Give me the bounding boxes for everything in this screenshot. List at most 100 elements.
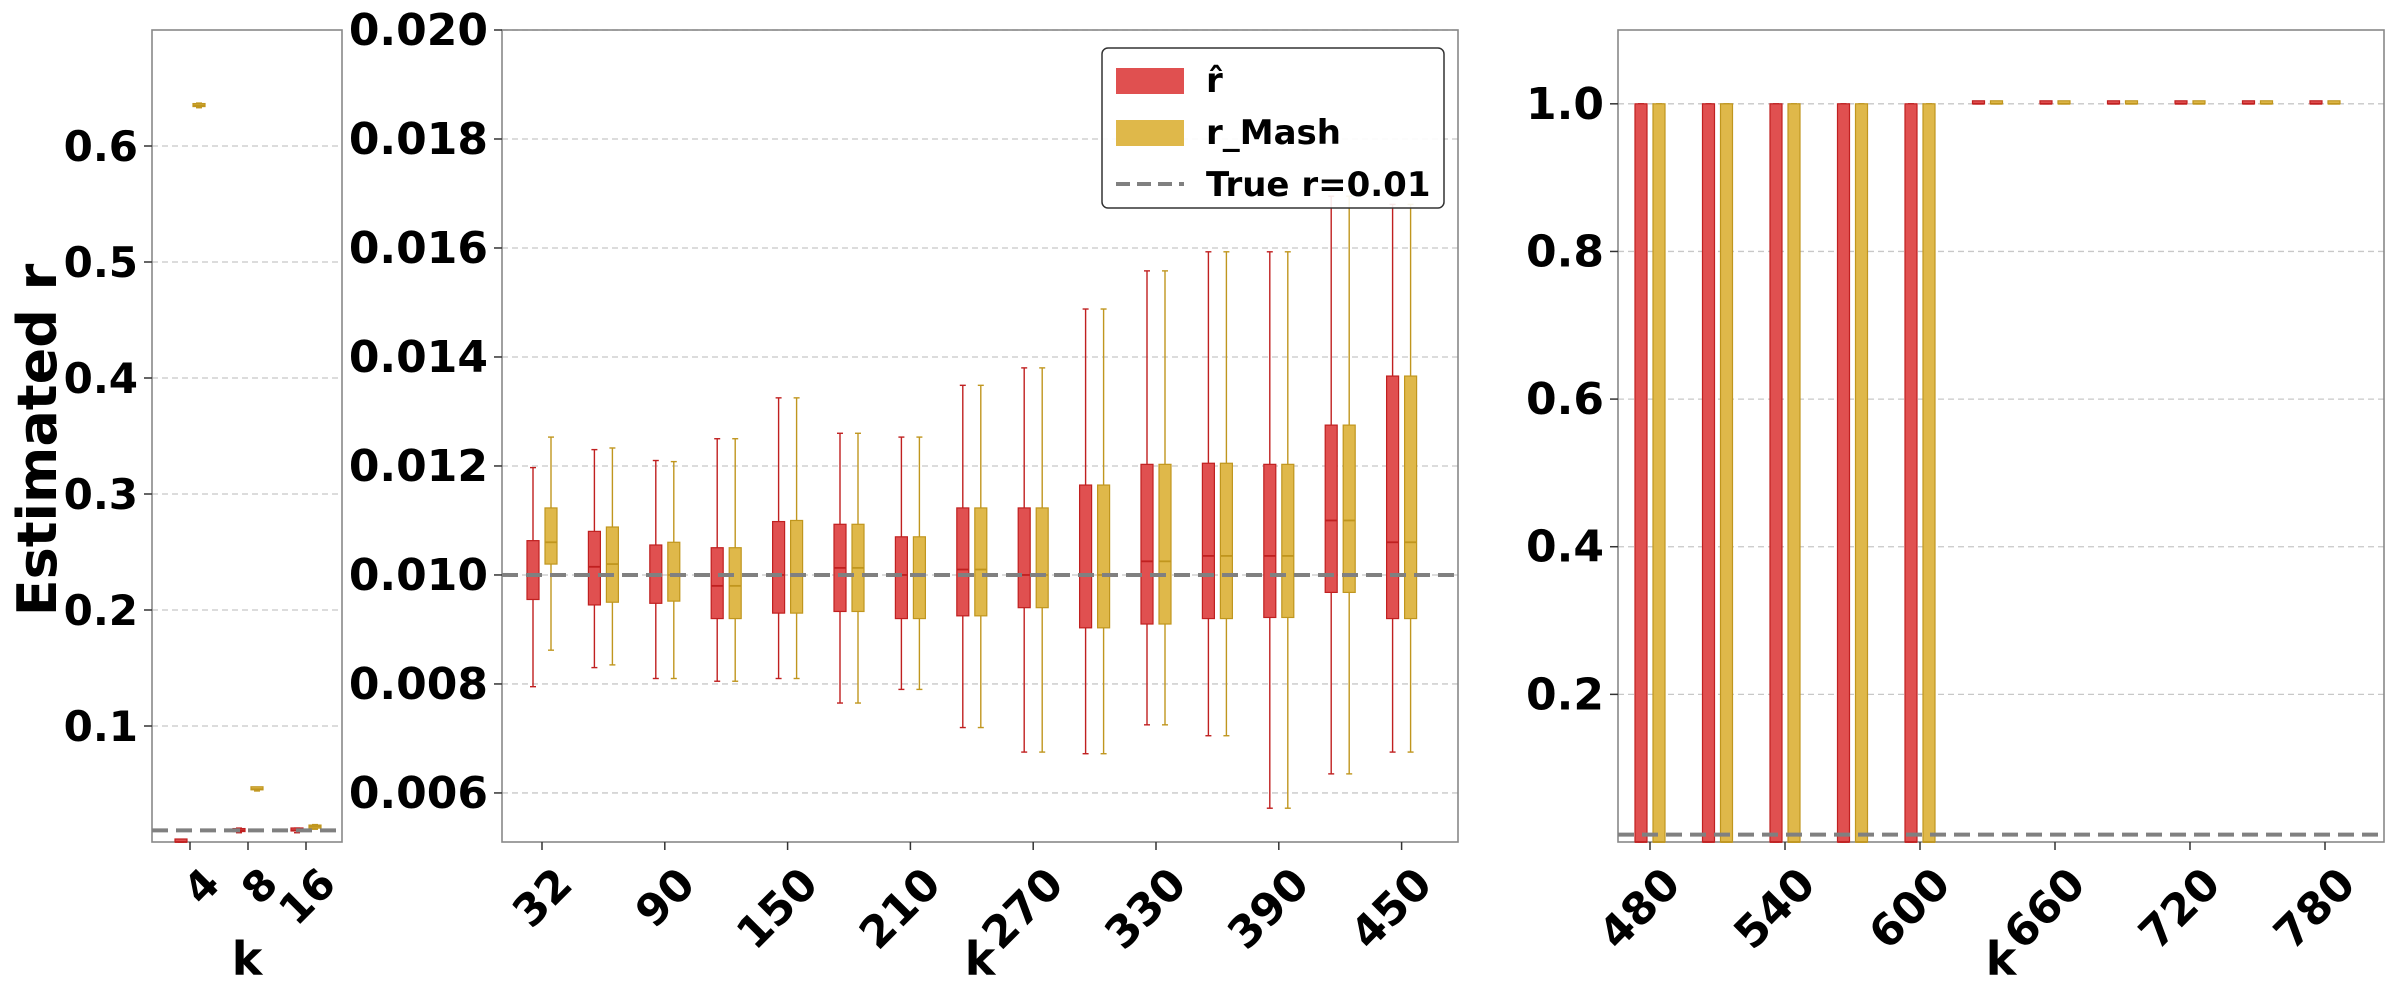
box-r-mash-k330 xyxy=(1158,270,1172,726)
x-tick-label: 330 xyxy=(1095,858,1196,959)
box-body xyxy=(1201,462,1216,620)
legend-swatch xyxy=(1116,68,1184,94)
box-r-mash-k450 xyxy=(1403,203,1418,753)
y-tick-label: 0.2 xyxy=(1526,669,1604,720)
box-body xyxy=(526,540,540,601)
box-r-mash-k660 xyxy=(2057,100,2071,105)
x-tick-label: 16 xyxy=(269,858,345,934)
x-tick-label: 540 xyxy=(1724,858,1825,959)
x-tick-label: 390 xyxy=(1218,858,1319,959)
legend-swatch xyxy=(1116,120,1184,146)
box-r-mash-k420 xyxy=(1342,195,1356,775)
box-r-mash-k240 xyxy=(974,384,988,729)
box-body xyxy=(1096,484,1111,629)
box-body xyxy=(1904,103,1918,843)
box-r-hat-k720 xyxy=(2174,100,2188,105)
x-tick-label: 32 xyxy=(503,858,582,937)
legend-entry: r_Mash xyxy=(1116,113,1341,153)
box-r-hat-k780 xyxy=(2309,100,2323,105)
box-body xyxy=(1787,103,1801,843)
legend: r̂ r_Mash True r=0.01 xyxy=(1101,47,1445,209)
x-tick-label: 780 xyxy=(2264,858,2365,959)
box-body xyxy=(667,541,681,602)
x-tick-label: 450 xyxy=(1341,858,1442,959)
box-body xyxy=(789,519,804,614)
box-body xyxy=(894,536,909,620)
box-r-hat-k690 xyxy=(2106,100,2121,105)
y-tick-label: 0.008 xyxy=(349,659,488,710)
box-body xyxy=(710,547,724,620)
box-r-mash-k570 xyxy=(1854,103,1869,843)
y-tick-label: 0.018 xyxy=(349,114,488,165)
y-tick-label: 0.010 xyxy=(349,550,488,601)
box-r-mash-k4 xyxy=(192,102,206,109)
y-tick-label: 0.8 xyxy=(1526,226,1604,277)
box-r-mash-k210 xyxy=(912,436,927,691)
y-tick-label: 0.012 xyxy=(349,441,488,492)
box-r-hat-k750 xyxy=(2241,100,2256,105)
box-r-hat-k150 xyxy=(771,397,786,680)
legend-entry: r̂ xyxy=(1116,61,1223,101)
plot-frame xyxy=(501,29,1459,843)
box-r-hat-k510 xyxy=(1701,103,1716,843)
box-r-hat-k32 xyxy=(526,466,540,688)
x-tick-label: 4 xyxy=(174,858,229,913)
y-tick-label: 0.1 xyxy=(64,702,138,751)
box-body xyxy=(1035,507,1049,609)
box-body xyxy=(1385,375,1400,620)
legend-box xyxy=(1101,47,1445,209)
x-tick-label: 90 xyxy=(626,858,705,937)
box-r-mash-k120 xyxy=(728,438,742,682)
box-r-hat-k60 xyxy=(587,448,602,669)
box-r-hat-k330 xyxy=(1140,270,1154,726)
box-r-mash-k150 xyxy=(789,397,804,680)
box-body xyxy=(1769,103,1783,843)
box-body xyxy=(1342,424,1356,594)
x-tick-label: 150 xyxy=(727,858,828,959)
x-tick-label: 480 xyxy=(1589,858,1690,959)
x-axis-title: k xyxy=(1986,932,2018,986)
y-tick-label: 0.4 xyxy=(1526,522,1604,573)
plot-frame xyxy=(1617,29,2385,843)
x-axis-title: k xyxy=(232,932,264,986)
y-tick-label: 0.006 xyxy=(349,768,488,819)
box-r-mash-k390 xyxy=(1281,251,1295,809)
box-r-mash-k480 xyxy=(1652,103,1666,843)
box-r-mash-k750 xyxy=(2259,100,2274,105)
box-body xyxy=(1403,375,1418,620)
box-r-hat-k450 xyxy=(1385,203,1400,753)
box-r-hat-k4 xyxy=(174,838,188,843)
box-r-hat-k180 xyxy=(833,432,847,704)
box-body xyxy=(974,507,988,617)
x-tick-label: 720 xyxy=(2129,858,2230,959)
box-r-mash-k690 xyxy=(2124,100,2139,105)
legend-label: r̂ xyxy=(1206,61,1223,101)
y-tick-label: 0.6 xyxy=(1526,374,1604,425)
box-body xyxy=(1634,103,1648,843)
box-body xyxy=(1281,463,1295,619)
box-r-hat-k240 xyxy=(956,384,970,729)
box-body xyxy=(1324,424,1338,594)
box-r-hat-k270 xyxy=(1017,367,1031,753)
box-body xyxy=(1263,463,1277,619)
box-r-hat-k600 xyxy=(1904,103,1918,843)
box-r-mash-k780 xyxy=(2327,100,2341,105)
y-tick-label: 0.5 xyxy=(64,238,138,287)
box-body xyxy=(1701,103,1716,843)
box-r-hat-k660 xyxy=(2039,100,2053,105)
box-body xyxy=(956,507,970,617)
x-tick-label: 600 xyxy=(1859,858,1960,959)
x-axis-title: k xyxy=(965,932,997,986)
box-body xyxy=(544,507,558,565)
legend-label: r_Mash xyxy=(1206,113,1341,153)
box-r-mash-k8 xyxy=(250,786,264,792)
y-tick-label: 0.020 xyxy=(349,5,488,56)
y-tick-label: 0.6 xyxy=(64,122,138,171)
box-r-hat-k300 xyxy=(1078,308,1093,755)
box-r-mash-k300 xyxy=(1096,308,1111,755)
box-body xyxy=(728,547,742,620)
y-tick-label: 0.016 xyxy=(349,223,488,274)
box-body xyxy=(587,530,602,606)
